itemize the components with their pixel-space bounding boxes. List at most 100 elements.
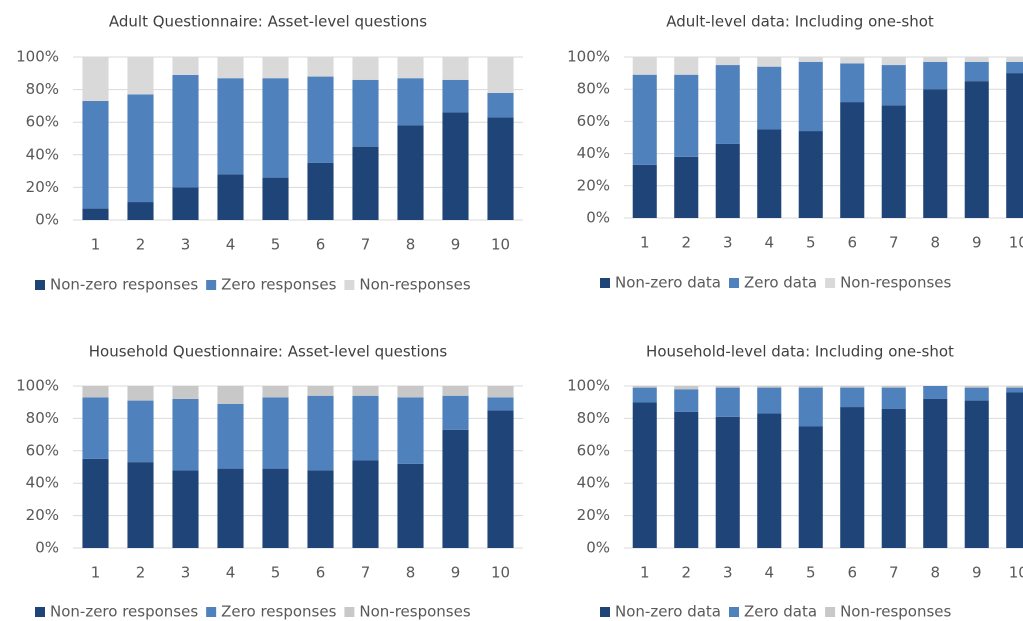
bar-segment bbox=[487, 117, 514, 220]
bar-segment bbox=[217, 57, 244, 79]
bar-segment bbox=[127, 400, 154, 463]
legend-label: Zero data bbox=[744, 603, 817, 621]
bar-segment bbox=[487, 386, 514, 398]
y-tick-label: 100% bbox=[16, 48, 59, 66]
legend-label: Zero responses bbox=[221, 603, 336, 621]
bar-segment bbox=[82, 386, 109, 398]
bar-segment bbox=[82, 101, 109, 209]
x-tick-label: 10 bbox=[1009, 234, 1023, 252]
bar-segment bbox=[217, 403, 244, 469]
bar-segment bbox=[674, 74, 699, 157]
bar-segment bbox=[352, 146, 379, 220]
x-tick-label: 3 bbox=[181, 236, 191, 254]
bar-segment bbox=[352, 395, 379, 461]
bar-segment bbox=[397, 57, 424, 79]
bar-segment bbox=[262, 397, 289, 469]
x-tick-label: 7 bbox=[361, 236, 371, 254]
x-tick-label: 1 bbox=[91, 564, 101, 582]
x-tick-label: 6 bbox=[316, 236, 326, 254]
y-tick-label: 40% bbox=[577, 474, 610, 492]
bar-segment bbox=[840, 387, 865, 408]
x-tick-label: 7 bbox=[889, 564, 899, 582]
bar-segment bbox=[632, 164, 657, 218]
bar-segment bbox=[881, 57, 906, 66]
bar-segment bbox=[487, 92, 514, 118]
bar-segment bbox=[352, 79, 379, 147]
x-tick-label: 2 bbox=[681, 564, 691, 582]
bar-segment bbox=[923, 386, 948, 399]
legend-swatch bbox=[729, 278, 739, 288]
bar-segment bbox=[442, 79, 469, 113]
legend-label: Zero data bbox=[744, 274, 817, 292]
bar-segment bbox=[397, 397, 424, 464]
bar-segment bbox=[798, 57, 823, 62]
x-tick-label: 1 bbox=[640, 564, 650, 582]
bar-segment bbox=[487, 57, 514, 93]
bar-segment bbox=[632, 387, 657, 403]
legend-swatch bbox=[35, 607, 45, 617]
bar-segment bbox=[1006, 392, 1023, 548]
bar-segment bbox=[715, 387, 740, 417]
bar-segment bbox=[397, 386, 424, 398]
y-tick-label: 20% bbox=[26, 506, 59, 524]
bar-segment bbox=[307, 57, 334, 77]
bar-segment bbox=[397, 125, 424, 220]
x-tick-label: 9 bbox=[972, 234, 982, 252]
bar-segment bbox=[757, 413, 782, 548]
bar-segment bbox=[923, 89, 948, 218]
bar-segment bbox=[442, 429, 469, 548]
bar-segment bbox=[82, 208, 109, 220]
bar-segment bbox=[757, 57, 782, 67]
chart-title: Household-level data: Including one-shot bbox=[646, 343, 954, 361]
bar-segment bbox=[442, 386, 469, 396]
bar-segment bbox=[923, 61, 948, 90]
x-tick-label: 3 bbox=[181, 564, 191, 582]
bar-segment bbox=[757, 66, 782, 130]
legend-swatch bbox=[600, 278, 610, 288]
legend-label: Non-responses bbox=[359, 603, 470, 621]
bar-segment bbox=[442, 112, 469, 220]
bar-segment bbox=[307, 470, 334, 548]
legend-swatch bbox=[35, 280, 45, 290]
bar-segment bbox=[964, 81, 989, 219]
bar-segment bbox=[757, 387, 782, 414]
y-tick-label: 60% bbox=[26, 113, 59, 131]
x-tick-label: 2 bbox=[136, 236, 146, 254]
bar-segment bbox=[1006, 73, 1023, 218]
x-tick-label: 9 bbox=[451, 236, 461, 254]
x-tick-label: 5 bbox=[271, 236, 281, 254]
bar-segment bbox=[262, 386, 289, 398]
bar-segment bbox=[840, 386, 865, 388]
bar-segment bbox=[881, 408, 906, 548]
bar-segment bbox=[632, 386, 657, 388]
y-tick-label: 80% bbox=[577, 80, 610, 98]
legend-label: Non-zero data bbox=[615, 603, 721, 621]
legend-swatch bbox=[344, 280, 355, 290]
bar-segment bbox=[674, 156, 699, 218]
y-tick-label: 40% bbox=[577, 144, 610, 162]
bar-segment bbox=[172, 57, 199, 75]
x-tick-label: 6 bbox=[847, 234, 857, 252]
bar-segment bbox=[923, 57, 948, 62]
legend-label: Non-responses bbox=[840, 603, 951, 621]
y-tick-label: 0% bbox=[35, 539, 59, 557]
bar-segment bbox=[442, 57, 469, 80]
legend-swatch bbox=[206, 607, 217, 617]
x-tick-label: 8 bbox=[930, 234, 940, 252]
bar-segment bbox=[262, 57, 289, 79]
bar-segment bbox=[840, 63, 865, 103]
bar-segment bbox=[487, 410, 514, 548]
legend-label: Non-zero responses bbox=[50, 603, 198, 621]
bar-segment bbox=[262, 78, 289, 178]
bar-segment bbox=[1006, 386, 1023, 388]
bar-segment bbox=[881, 386, 906, 388]
bar-segment bbox=[262, 177, 289, 220]
bar-segment bbox=[798, 426, 823, 548]
y-tick-label: 80% bbox=[26, 80, 59, 98]
bar-segment bbox=[757, 129, 782, 218]
bar-segment bbox=[1006, 387, 1023, 393]
x-tick-label: 10 bbox=[491, 236, 510, 254]
chart-title: Adult-level data: Including one-shot bbox=[666, 13, 934, 31]
bar-segment bbox=[82, 458, 109, 548]
bar-segment bbox=[217, 468, 244, 548]
